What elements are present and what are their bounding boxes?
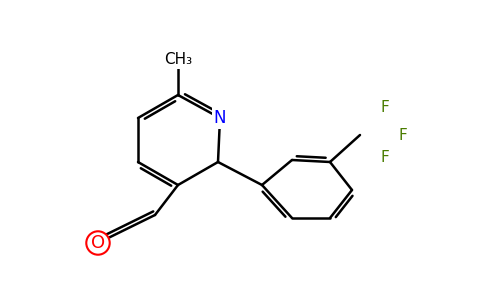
Text: F: F: [380, 151, 389, 166]
Text: CH₃: CH₃: [164, 52, 192, 68]
Text: N: N: [214, 109, 226, 127]
Text: O: O: [91, 234, 105, 252]
Text: F: F: [398, 128, 407, 142]
Text: F: F: [380, 100, 389, 116]
